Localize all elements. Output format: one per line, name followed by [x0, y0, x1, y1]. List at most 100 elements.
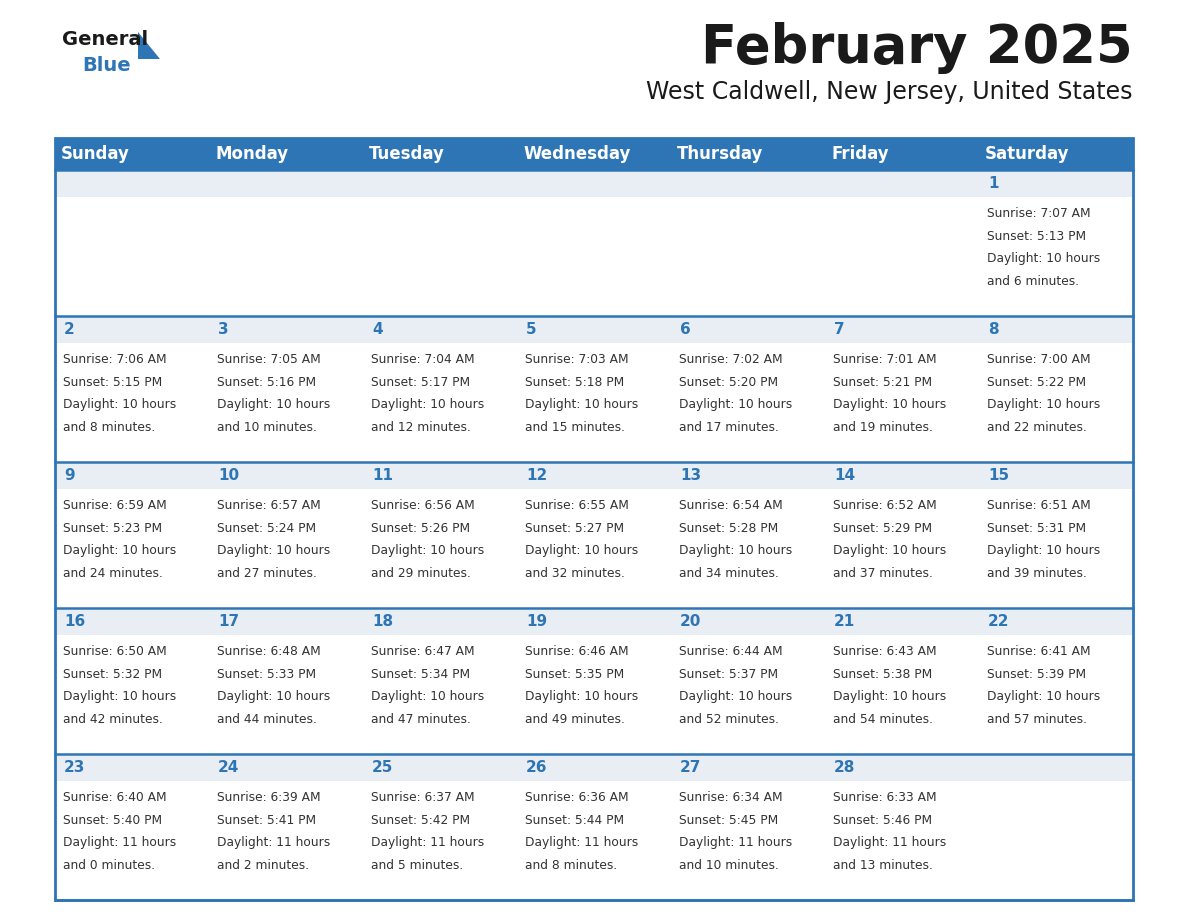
Text: 5: 5 — [526, 322, 537, 337]
Text: Daylight: 10 hours: Daylight: 10 hours — [63, 398, 176, 411]
Text: and 8 minutes.: and 8 minutes. — [63, 420, 154, 434]
Text: Sunset: 5:13 PM: Sunset: 5:13 PM — [987, 230, 1086, 242]
Bar — [55, 635, 1133, 754]
Text: Sunrise: 6:52 AM: Sunrise: 6:52 AM — [833, 499, 936, 512]
Text: Sunrise: 7:07 AM: Sunrise: 7:07 AM — [987, 207, 1091, 220]
Text: and 10 minutes.: and 10 minutes. — [678, 859, 778, 872]
Text: West Caldwell, New Jersey, United States: West Caldwell, New Jersey, United States — [646, 80, 1133, 104]
Text: Daylight: 11 hours: Daylight: 11 hours — [833, 836, 946, 849]
Text: Daylight: 11 hours: Daylight: 11 hours — [216, 836, 330, 849]
Text: Sunrise: 6:39 AM: Sunrise: 6:39 AM — [216, 791, 321, 804]
Text: and 0 minutes.: and 0 minutes. — [63, 859, 154, 872]
Text: 14: 14 — [834, 468, 855, 483]
Text: Sunrise: 6:40 AM: Sunrise: 6:40 AM — [63, 791, 166, 804]
Text: Wednesday: Wednesday — [523, 145, 631, 163]
Text: and 44 minutes.: and 44 minutes. — [216, 713, 316, 726]
Text: Sunrise: 6:41 AM: Sunrise: 6:41 AM — [987, 645, 1091, 658]
Text: Daylight: 10 hours: Daylight: 10 hours — [525, 398, 638, 411]
Text: Sunset: 5:24 PM: Sunset: 5:24 PM — [216, 521, 316, 534]
Text: Sunrise: 6:54 AM: Sunrise: 6:54 AM — [678, 499, 783, 512]
Text: 8: 8 — [988, 322, 999, 337]
Text: Daylight: 10 hours: Daylight: 10 hours — [525, 544, 638, 557]
Text: and 52 minutes.: and 52 minutes. — [678, 713, 778, 726]
Text: Blue: Blue — [82, 56, 131, 75]
Bar — [55, 343, 1133, 462]
Text: and 12 minutes.: and 12 minutes. — [371, 420, 470, 434]
Text: and 54 minutes.: and 54 minutes. — [833, 713, 933, 726]
Text: 23: 23 — [64, 760, 86, 775]
Text: Sunset: 5:35 PM: Sunset: 5:35 PM — [525, 667, 624, 680]
Text: Sunrise: 6:56 AM: Sunrise: 6:56 AM — [371, 499, 474, 512]
Text: Sunset: 5:27 PM: Sunset: 5:27 PM — [525, 521, 624, 534]
Text: Monday: Monday — [215, 145, 289, 163]
Bar — [55, 138, 1133, 170]
Text: and 8 minutes.: and 8 minutes. — [525, 859, 617, 872]
Text: Sunset: 5:39 PM: Sunset: 5:39 PM — [987, 667, 1086, 680]
Text: and 19 minutes.: and 19 minutes. — [833, 420, 933, 434]
Text: Sunset: 5:33 PM: Sunset: 5:33 PM — [216, 667, 316, 680]
Text: and 39 minutes.: and 39 minutes. — [987, 567, 1087, 580]
Text: Daylight: 10 hours: Daylight: 10 hours — [371, 690, 484, 703]
Text: Saturday: Saturday — [985, 145, 1069, 163]
Text: 13: 13 — [681, 468, 701, 483]
Text: Sunrise: 6:50 AM: Sunrise: 6:50 AM — [63, 645, 166, 658]
Text: Sunset: 5:20 PM: Sunset: 5:20 PM — [678, 375, 778, 388]
Text: 17: 17 — [219, 614, 239, 629]
Text: Sunset: 5:15 PM: Sunset: 5:15 PM — [63, 375, 162, 388]
Text: 10: 10 — [219, 468, 239, 483]
Text: 25: 25 — [372, 760, 393, 775]
Text: 6: 6 — [681, 322, 691, 337]
Text: Daylight: 10 hours: Daylight: 10 hours — [833, 398, 946, 411]
Text: 3: 3 — [219, 322, 229, 337]
Text: and 47 minutes.: and 47 minutes. — [371, 713, 470, 726]
Text: Sunset: 5:23 PM: Sunset: 5:23 PM — [63, 521, 162, 534]
Text: Sunset: 5:45 PM: Sunset: 5:45 PM — [678, 813, 778, 826]
Text: and 49 minutes.: and 49 minutes. — [525, 713, 625, 726]
Text: Sunset: 5:29 PM: Sunset: 5:29 PM — [833, 521, 931, 534]
Text: Sunrise: 6:46 AM: Sunrise: 6:46 AM — [525, 645, 628, 658]
Text: Sunrise: 7:02 AM: Sunrise: 7:02 AM — [678, 353, 783, 366]
Text: 2: 2 — [64, 322, 75, 337]
Text: and 10 minutes.: and 10 minutes. — [216, 420, 316, 434]
Bar — [55, 197, 1133, 316]
Text: Sunrise: 6:59 AM: Sunrise: 6:59 AM — [63, 499, 166, 512]
Text: 18: 18 — [372, 614, 393, 629]
Text: Daylight: 11 hours: Daylight: 11 hours — [63, 836, 176, 849]
Text: and 2 minutes.: and 2 minutes. — [216, 859, 309, 872]
Text: 12: 12 — [526, 468, 548, 483]
Bar — [55, 138, 1133, 900]
Text: and 32 minutes.: and 32 minutes. — [525, 567, 625, 580]
Text: Sunrise: 6:48 AM: Sunrise: 6:48 AM — [216, 645, 321, 658]
Text: Daylight: 10 hours: Daylight: 10 hours — [678, 690, 792, 703]
Text: Sunrise: 6:47 AM: Sunrise: 6:47 AM — [371, 645, 474, 658]
Text: and 29 minutes.: and 29 minutes. — [371, 567, 470, 580]
Text: Sunset: 5:34 PM: Sunset: 5:34 PM — [371, 667, 469, 680]
Text: Sunrise: 6:55 AM: Sunrise: 6:55 AM — [525, 499, 628, 512]
Text: Sunrise: 6:43 AM: Sunrise: 6:43 AM — [833, 645, 936, 658]
Text: Sunday: Sunday — [61, 145, 129, 163]
Text: Daylight: 10 hours: Daylight: 10 hours — [678, 544, 792, 557]
Text: Daylight: 10 hours: Daylight: 10 hours — [216, 544, 330, 557]
Text: Daylight: 10 hours: Daylight: 10 hours — [371, 544, 484, 557]
Text: Daylight: 11 hours: Daylight: 11 hours — [371, 836, 484, 849]
Text: Sunset: 5:38 PM: Sunset: 5:38 PM — [833, 667, 931, 680]
Text: and 22 minutes.: and 22 minutes. — [987, 420, 1087, 434]
Text: Sunset: 5:17 PM: Sunset: 5:17 PM — [371, 375, 469, 388]
Text: Sunset: 5:41 PM: Sunset: 5:41 PM — [216, 813, 316, 826]
Text: and 37 minutes.: and 37 minutes. — [833, 567, 933, 580]
Bar — [55, 316, 1133, 343]
Text: Daylight: 10 hours: Daylight: 10 hours — [63, 690, 176, 703]
Text: 1: 1 — [988, 176, 999, 191]
Text: 21: 21 — [834, 614, 855, 629]
Bar — [55, 754, 1133, 781]
Text: Daylight: 10 hours: Daylight: 10 hours — [987, 252, 1100, 265]
Text: Sunset: 5:18 PM: Sunset: 5:18 PM — [525, 375, 624, 388]
Text: and 13 minutes.: and 13 minutes. — [833, 859, 933, 872]
Text: Sunrise: 7:00 AM: Sunrise: 7:00 AM — [987, 353, 1091, 366]
Text: 11: 11 — [372, 468, 393, 483]
Text: and 57 minutes.: and 57 minutes. — [987, 713, 1087, 726]
Text: Friday: Friday — [832, 145, 889, 163]
Text: 27: 27 — [681, 760, 702, 775]
Text: and 5 minutes.: and 5 minutes. — [371, 859, 463, 872]
Text: Sunrise: 6:37 AM: Sunrise: 6:37 AM — [371, 791, 474, 804]
